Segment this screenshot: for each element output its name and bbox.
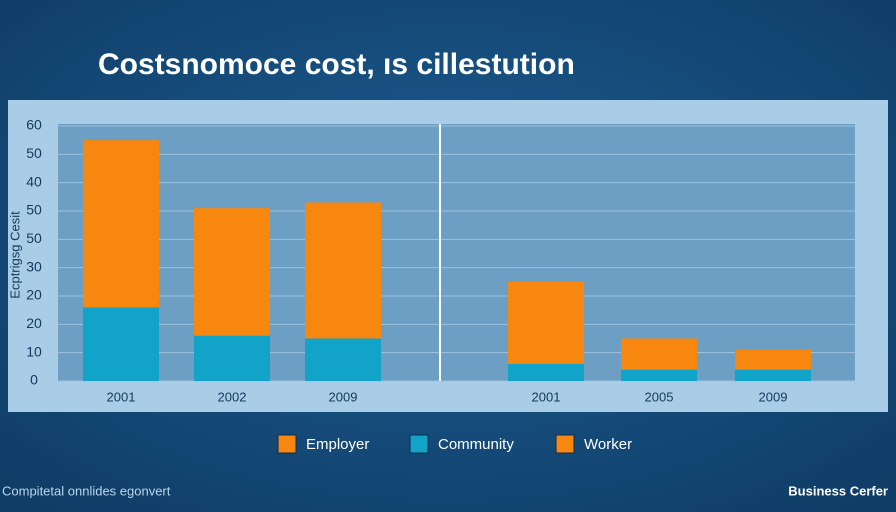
y-tick-label: 50 (26, 202, 42, 218)
plot-area (58, 124, 855, 381)
legend-swatch (409, 434, 429, 454)
bar-segment (194, 335, 270, 381)
y-tick-label: 10 (26, 343, 42, 359)
y-tick-label: 50 (26, 230, 42, 246)
legend-label: Employer (306, 436, 369, 453)
x-tick-label: 2005 (645, 389, 674, 404)
bar-segment (83, 140, 159, 308)
bar-segment (305, 202, 381, 339)
legend-label: Worker (584, 436, 632, 453)
y-tick-label: 20 (26, 315, 42, 331)
y-tick-label: 20 (26, 287, 42, 303)
y-tick-label: 0 (30, 372, 38, 388)
legend-label: Community (438, 436, 514, 453)
x-tick-label: 2002 (218, 389, 247, 404)
bar-segment (621, 338, 697, 370)
y-tick-label: 40 (26, 173, 42, 189)
legend-swatch (277, 434, 297, 454)
bar-segment (621, 369, 697, 381)
bar-segment (305, 338, 381, 381)
x-tick-label: 2001 (532, 389, 561, 404)
y-axis-label: Ecptrigsg Cesit (7, 211, 22, 299)
x-tick-label: 2009 (329, 389, 358, 404)
y-tick-label: 50 (26, 145, 42, 161)
chart-title: Costsnomoce cost, ıs cillestution (98, 48, 575, 81)
footer-left: Compitetal onnlides egonvert (2, 483, 171, 498)
bar-segment (508, 281, 584, 364)
bar-segment (735, 349, 811, 370)
y-tick-label: 30 (26, 258, 42, 274)
legend-swatch (555, 434, 575, 454)
bar-segment (735, 369, 811, 381)
bar-segment (83, 307, 159, 381)
x-tick-label: 2009 (759, 389, 788, 404)
x-tick-label: 2001 (107, 389, 136, 404)
y-tick-label: 60 (26, 117, 42, 133)
bar-segment (508, 364, 584, 381)
footer-right: Business Cerfer (788, 483, 888, 498)
bar-segment (194, 208, 270, 336)
